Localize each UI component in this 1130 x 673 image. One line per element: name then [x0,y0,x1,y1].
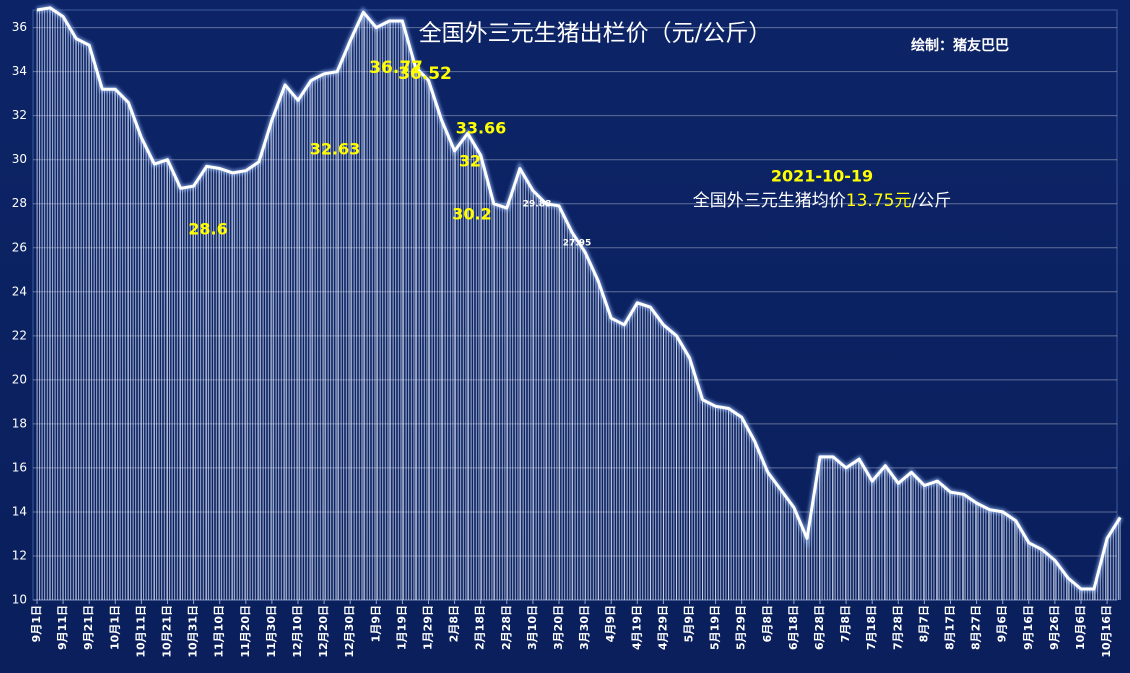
x-tick-label: 9月21日 [82,605,95,650]
y-tick-label: 32 [12,108,27,122]
x-tick-label: 2月28日 [500,605,513,650]
y-tick-label: 18 [12,416,27,430]
data-label: 36.77 [369,58,423,78]
x-tick-label: 6月18日 [787,605,800,650]
data-label: 32.63 [310,140,361,159]
x-tick-label: 10月16日 [1100,605,1113,658]
x-tick-label: 6月8日 [761,605,774,642]
y-tick-label: 30 [12,152,27,166]
x-tick-label: 8月27日 [970,605,983,650]
data-label: 30.2 [452,205,491,224]
x-tick-label: 4月29日 [656,605,669,650]
x-tick-label: 7月18日 [865,605,878,650]
x-tick-label: 9月26日 [1048,605,1061,650]
x-tick-label: 9月16日 [1022,605,1035,650]
y-tick-label: 26 [12,240,27,254]
x-tick-label: 12月10日 [291,605,304,658]
x-tick-label: 11月30日 [265,605,278,658]
area [37,7,1121,601]
x-tick-label: 9月11日 [56,605,69,650]
data-label: 33.66 [456,119,507,138]
x-tick-label: 1月19日 [395,605,408,650]
x-tick-label: 10月11日 [134,605,147,658]
y-tick-label: 34 [12,64,27,78]
y-tick-label: 20 [12,372,27,386]
y-tick-label: 36 [12,20,27,34]
x-tick-label: 1月29日 [422,605,435,650]
x-tick-label: 1月9日 [369,605,382,642]
y-tick-label: 12 [12,548,27,562]
data-label: 36.52 [398,64,452,84]
data-label: 28.6 [188,220,227,239]
note: 全国外三元生猪均价13.75元/公斤 [693,191,951,211]
x-tick-label: 2月8日 [448,605,461,642]
x-tick-label: 7月8日 [839,605,852,642]
x-tick-label: 11月20日 [239,605,252,658]
line [36,6,1122,591]
x-tick-label: 10月21日 [161,605,174,658]
x-tick-label: 4月9日 [604,605,617,642]
y-tick-label: 14 [12,504,27,518]
x-tick-label: 12月20日 [317,605,330,658]
x-tick-label: 10月6日 [1074,605,1087,650]
x-tick-label: 3月30日 [578,605,591,650]
y-tick-label: 22 [12,328,27,342]
x-tick-label: 5月9日 [683,605,696,642]
y-tick-label: 24 [12,284,27,298]
x-tick-label: 12月30日 [343,605,356,658]
data-label: 32 [459,152,481,171]
x-tick-label: 11月10日 [213,605,226,658]
x-tick-label: 7月28日 [891,605,904,650]
x-tick-label: 5月29日 [735,605,748,650]
y-tick-label: 16 [12,460,27,474]
x-tick-label: 8月17日 [944,605,957,650]
note-date: 2021-10-19 [771,167,873,186]
note-value: 13.75元 [846,191,912,211]
x-tick-label: 9月1日 [30,605,43,642]
x-tick-label: 5月19日 [709,605,722,650]
chart-title: 全国外三元生猪出栏价（元/公斤） [419,21,772,47]
x-tick-label: 10月1日 [108,605,121,650]
x-tick-label: 9月6日 [996,605,1009,642]
y-tick-label: 10 [12,593,27,607]
x-tick-label: 3月20日 [552,605,565,650]
credit: 绘制：猪友巴巴 [911,37,1009,54]
data-label: 27.95 [563,239,591,249]
x-tick-label: 3月10日 [526,605,539,650]
x-tick-label: 6月28日 [813,605,826,650]
x-tick-label: 2月18日 [474,605,487,650]
note-text: 全国外三元生猪均价 [693,191,846,211]
x-tick-label: 10月31日 [187,605,200,658]
x-tick-label: 4月19日 [630,605,643,650]
note-unit: /公斤 [911,191,951,211]
y-tick-label: 28 [12,196,27,210]
data-label: 29.88 [523,200,551,210]
x-tick-label: 8月7日 [917,605,930,642]
